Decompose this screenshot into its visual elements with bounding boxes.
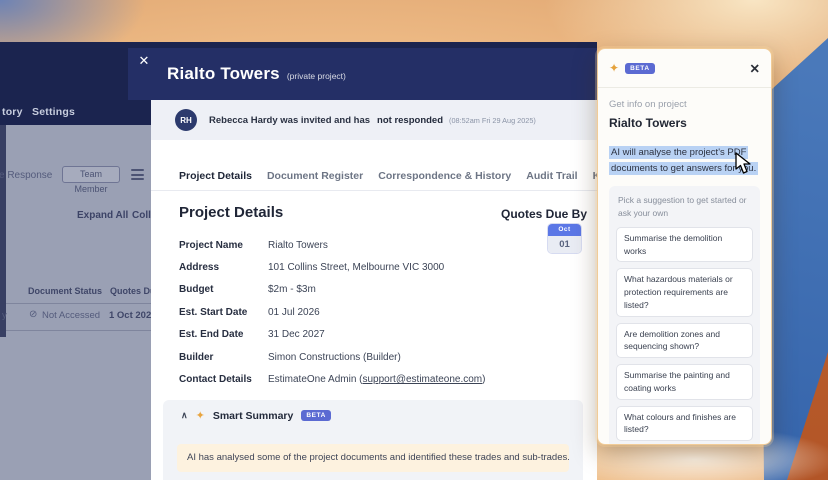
invite-response-label: ite Response: [0, 170, 53, 181]
suggestion-chip[interactable]: Summarise the demolition works: [616, 226, 753, 263]
field-label: Builder: [179, 351, 214, 363]
field-value: 101 Collins Street, Melbourne VIC 3000: [268, 262, 445, 274]
project-title: Rialto Towers: [167, 64, 280, 83]
document-status-value: Not Accessed: [42, 310, 101, 321]
field-contact-details: Contact Details EstimateOne Admin (suppo…: [179, 368, 583, 390]
sparkle-icon: ✦: [609, 61, 620, 75]
beta-badge: BETA: [301, 410, 331, 421]
contact-prefix: EstimateOne Admin (: [268, 374, 363, 386]
collapse-all-button: Colla: [132, 210, 157, 221]
field-value: 01 Jul 2026: [268, 306, 320, 318]
beta-badge: BETA: [625, 62, 655, 74]
filter-icon: [131, 169, 144, 180]
calendar-day: 01: [548, 236, 581, 253]
app-left-edge: [0, 125, 6, 337]
project-fields: Project Name Rialto Towers Address 101 C…: [179, 234, 583, 391]
suggestion-hint: Pick a suggestion to get started or ask …: [618, 195, 747, 219]
tab-correspondence-history[interactable]: Correspondence & History: [378, 170, 512, 182]
nav-tab-settings: Settings: [32, 106, 76, 118]
field-value: $2m - $3m: [268, 284, 316, 296]
tab-audit-trail[interactable]: Audit Trail: [526, 170, 578, 182]
smart-summary-message: AI has analysed some of the project docu…: [177, 444, 569, 472]
suggestion-chip[interactable]: Summarise the painting and coating works: [616, 364, 753, 400]
field-start-date: Est. Start Date 01 Jul 2026: [179, 301, 583, 323]
smart-summary-section: ∧ ✦ Smart Summary BETA AI has analysed s…: [163, 400, 583, 480]
not-accessed-icon: ⊘: [29, 309, 38, 320]
field-label: Budget: [179, 284, 214, 296]
field-end-date: Est. End Date 31 Dec 2027: [179, 324, 583, 346]
tab-project-details[interactable]: Project Details: [179, 170, 252, 182]
section-title: Project Details: [179, 204, 284, 221]
field-value: Rialto Towers: [268, 239, 328, 251]
contact-suffix: ): [482, 374, 486, 386]
quotes-due-calendar: Oct 01: [548, 224, 581, 253]
ai-prompt-label: Get info on project: [609, 99, 687, 110]
suggestion-chip[interactable]: What colours and finishes are listed?: [616, 405, 753, 442]
tabs-divider: [151, 190, 597, 191]
sparkle-icon: ✦: [195, 410, 205, 422]
field-label: Est. Start Date: [179, 306, 248, 318]
ai-panel-header: ✦ BETA ✕: [598, 49, 771, 88]
close-icon[interactable]: ✕: [749, 61, 760, 76]
invite-status: not responded: [377, 114, 444, 126]
team-member-button: Team Member: [62, 166, 120, 194]
column-header-quotes-due: Quotes Due: [110, 286, 161, 296]
calendar-month: Oct: [548, 224, 581, 236]
field-label: Contact Details: [179, 374, 252, 386]
project-modal-header: ✕ Rialto Towers (private project): [128, 48, 597, 100]
modal-tabs: Project Details Document Register Corres…: [179, 162, 597, 190]
ai-project-name: Rialto Towers: [609, 116, 687, 130]
field-label: Address: [179, 262, 220, 274]
project-privacy-label: (private project): [286, 71, 346, 81]
field-value: Simon Constructions (Builder): [268, 351, 401, 363]
tab-document-register[interactable]: Document Register: [266, 170, 364, 182]
ai-intro-highlighted-text: AI will analyse the project's PDF docume…: [609, 146, 759, 176]
field-project-name: Project Name Rialto Towers: [179, 234, 583, 256]
suggestion-chip[interactable]: Are demolition zones and sequencing show…: [616, 322, 753, 359]
close-icon[interactable]: ✕: [138, 53, 150, 68]
invite-banner-text: Rebecca Hardy was invited and has: [209, 114, 371, 126]
field-builder: Builder Simon Constructions (Builder): [179, 346, 583, 368]
suggestions-container: Pick a suggestion to get started or ask …: [609, 186, 760, 444]
project-modal-body: RH Rebecca Hardy was invited and has not…: [151, 100, 597, 480]
nav-tab-history: tory: [2, 106, 23, 118]
suggestion-chip[interactable]: What hazardous materials or protection r…: [616, 268, 753, 317]
column-header-document-status: Document Status: [28, 286, 103, 296]
table-row-fragment: y: [2, 310, 7, 321]
expand-all-button: Expand All: [77, 210, 129, 221]
smart-summary-title: Smart Summary: [212, 409, 294, 422]
support-email-link[interactable]: support@estimateone.com: [362, 374, 483, 386]
invite-timestamp: (08:52am Fri 29 Aug 2025): [449, 116, 536, 125]
field-value: 31 Dec 2027: [268, 329, 325, 341]
quotes-due-value: 1 Oct 2025: [109, 310, 157, 321]
field-address: Address 101 Collins Street, Melbourne VI…: [179, 256, 583, 278]
field-label: Est. End Date: [179, 329, 244, 341]
tab-keywords[interactable]: Keywords: [592, 170, 597, 182]
field-label: Project Name: [179, 239, 243, 251]
quotes-due-by-label: Quotes Due By: [500, 207, 587, 221]
invite-banner: RH Rebecca Hardy was invited and has not…: [151, 100, 597, 140]
ai-assistant-panel: ✦ BETA ✕ Get info on project Rialto Towe…: [597, 48, 772, 445]
avatar: RH: [175, 109, 197, 131]
chevron-up-icon[interactable]: ∧: [181, 410, 188, 420]
field-budget: Budget $2m - $3m: [179, 279, 583, 301]
